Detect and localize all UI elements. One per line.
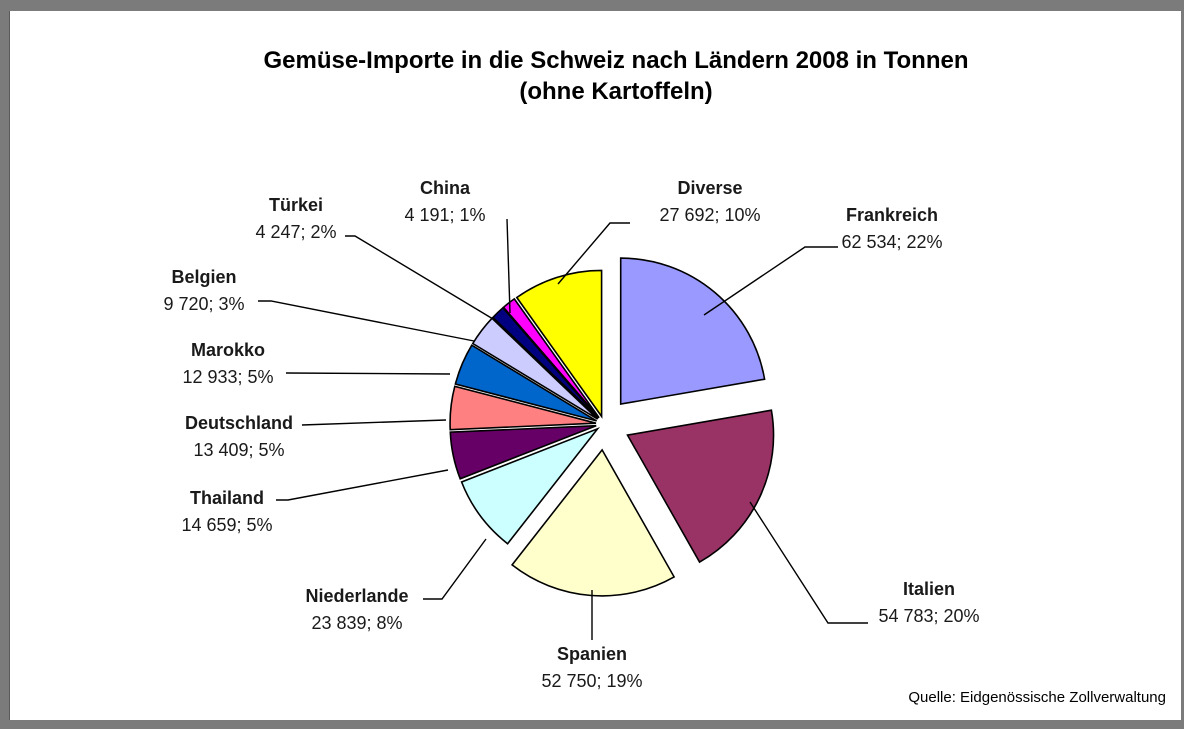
chart-subtitle: (ohne Kartoffeln) [519,78,712,105]
leader-line-belgien [258,300,475,342]
slice-label-name: Frankreich [846,205,938,225]
slice-label-value: 4 191; 1% [404,205,485,225]
slice-label-name: Diverse [677,178,742,198]
slice-label-name: Italien [903,579,955,599]
pie-slices [449,257,775,597]
leader-line-marokko [285,372,451,375]
leader-line-frankreich [703,246,838,316]
chart-title: Gemüse-Importe in die Schweiz nach Lände… [263,47,968,74]
slice-label-name: Niederlande [305,586,408,606]
slice-label-value: 52 750; 19% [541,671,642,691]
slice-frankreich [619,257,766,406]
leader-line-deutschland [301,419,447,426]
slice-label-value: 23 839; 8% [311,613,402,633]
chart-panel: Gemüse-Importe in die Schweiz nach Lände… [9,11,1181,720]
slice-label-value: 27 692; 10% [659,205,760,225]
pie-chart: Gemüse-Importe in die Schweiz nach Lände… [163,47,1166,706]
leader-line-niederlande [423,538,487,600]
slice-marokko [454,344,598,422]
slice-label-name: Thailand [190,488,264,508]
slice-label-name: Deutschland [185,413,293,433]
slice-label-value: 62 534; 22% [841,232,942,252]
slice-deutschland [449,385,597,431]
slice-china [502,297,600,419]
leader-line-china [506,218,511,314]
slice-label-name: Türkei [269,195,323,215]
slice-label-value: 9 720; 3% [163,294,244,314]
leader-line-diverse [557,222,630,285]
slice-label-name: Marokko [191,340,265,360]
slice-label-value: 4 247; 2% [255,222,336,242]
slice-label-name: Belgien [171,267,236,287]
slice-diverse [515,269,603,419]
slice-label-value: 12 933; 5% [182,367,273,387]
slice-niederlande [460,426,601,545]
leader-line-italien [749,501,868,624]
slice-label-name: Spanien [557,644,627,664]
slice-label-name: China [420,178,471,198]
slice-label-value: 54 783; 20% [878,606,979,626]
slice-thailand [449,424,597,480]
leader-line-thailand [276,469,449,501]
source-note: Quelle: Eidgenössische Zollverwaltung [908,689,1166,706]
slice-labels: Frankreich 62 534; 22% Italien 54 783; 20% S… [163,178,979,691]
slice-label-value: 14 659; 5% [181,515,272,535]
slice-label-value: 13 409; 5% [193,440,284,460]
slice-italien [626,409,775,564]
slice-spanien [510,448,676,597]
leader-line-türkei [345,235,499,323]
